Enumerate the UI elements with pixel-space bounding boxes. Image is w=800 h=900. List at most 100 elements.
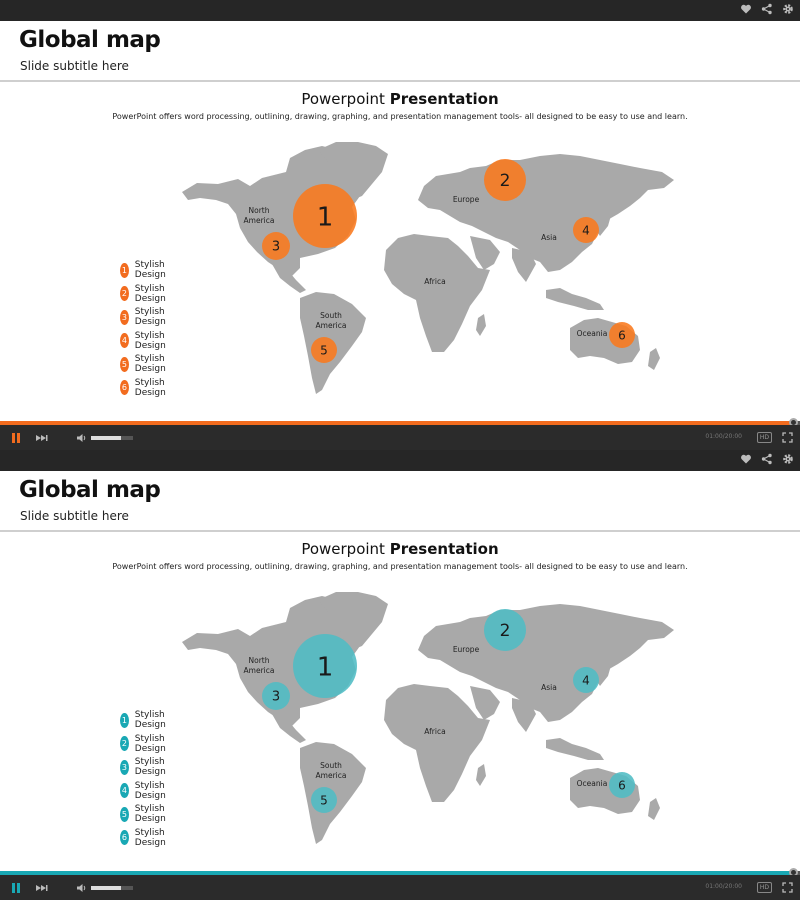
region-label-europe: Europe bbox=[453, 195, 480, 204]
world-map: North America South America Europe Asia Af… bbox=[182, 142, 674, 394]
legend-number-badge: 4 bbox=[120, 333, 129, 348]
map-marker-label: 6 bbox=[618, 328, 626, 342]
region-label-asia: Asia bbox=[541, 683, 557, 692]
continent-africa bbox=[384, 684, 490, 802]
legend-item: 1 Stylish Design bbox=[120, 260, 172, 280]
world-map: North America South America Europe Asia Af… bbox=[182, 592, 674, 844]
landmass-japan bbox=[596, 206, 612, 236]
player-control-bar: 01:00/20:00 HD bbox=[0, 425, 800, 450]
heart-icon[interactable] bbox=[740, 3, 752, 15]
gear-icon[interactable] bbox=[782, 3, 794, 15]
volume-icon bbox=[77, 883, 86, 892]
landmass-greenland bbox=[318, 592, 388, 650]
content-title: Powerpoint Presentation bbox=[301, 90, 499, 108]
volume-slider[interactable] bbox=[91, 885, 133, 890]
share-icon[interactable] bbox=[761, 3, 773, 15]
legend-item: 4 Stylish Design bbox=[120, 780, 172, 801]
legend-item: 1 Stylish Design bbox=[120, 710, 172, 730]
map-marker-label: 4 bbox=[582, 223, 590, 237]
continents bbox=[182, 592, 674, 844]
legend-label: Stylish Design bbox=[134, 757, 166, 777]
landmass-madagascar bbox=[476, 314, 486, 336]
map-marker-label: 5 bbox=[320, 343, 328, 357]
slide-player-teal: Global map Slide subtitle here Powerpoin… bbox=[0, 450, 800, 900]
legend-label: Stylish Design bbox=[134, 307, 166, 327]
map-marker-label: 2 bbox=[500, 171, 511, 191]
legend-item: 5 Stylish Design bbox=[120, 354, 172, 374]
legend-item: 2 Stylish Design bbox=[120, 734, 172, 754]
pause-button[interactable] bbox=[10, 875, 22, 900]
map-marker-label: 3 bbox=[272, 690, 280, 705]
player-control-bar: 01:00/20:00 HD bbox=[0, 875, 800, 900]
region-label-oceania: Oceania bbox=[577, 779, 608, 788]
title-divider bbox=[0, 530, 800, 532]
next-button[interactable] bbox=[35, 425, 49, 450]
legend-item: 4 Stylish Design bbox=[120, 330, 172, 351]
legend-label: Stylish Design bbox=[134, 377, 166, 398]
landmass-indonesia bbox=[546, 738, 604, 760]
map-marker-2 bbox=[484, 159, 526, 201]
slide-title: Global map bbox=[19, 27, 161, 53]
map-marker-5 bbox=[311, 787, 337, 813]
slide-title: Global map bbox=[19, 477, 161, 503]
landmass-central-america bbox=[272, 714, 306, 743]
map-marker-3 bbox=[262, 682, 290, 710]
volume-slider[interactable] bbox=[91, 435, 133, 440]
pause-icon bbox=[12, 432, 20, 443]
legend-label: Stylish Design bbox=[134, 827, 166, 848]
legend-label: Stylish Design bbox=[134, 283, 166, 304]
fullscreen-button[interactable] bbox=[782, 425, 793, 450]
map-marker-6 bbox=[609, 772, 635, 798]
region-label-oceania: Oceania bbox=[577, 329, 608, 338]
map-marker-6 bbox=[609, 322, 635, 348]
volume-control[interactable] bbox=[76, 425, 133, 450]
legend-label: Stylish Design bbox=[134, 780, 166, 801]
legend-label: Stylish Design bbox=[134, 330, 166, 351]
continent-eurasia bbox=[418, 154, 674, 272]
volume-icon bbox=[77, 433, 86, 442]
gear-icon[interactable] bbox=[782, 453, 794, 465]
share-icon[interactable] bbox=[761, 453, 773, 465]
fullscreen-button[interactable] bbox=[782, 875, 793, 900]
legend-number-badge: 3 bbox=[120, 759, 129, 775]
progress-fill bbox=[0, 871, 793, 875]
legend-label: Stylish Design bbox=[134, 710, 166, 730]
map-marker-label: 4 bbox=[582, 673, 590, 687]
continent-africa bbox=[384, 234, 490, 352]
legend-item: 3 Stylish Design bbox=[120, 757, 172, 777]
legend-number-badge: 2 bbox=[120, 736, 129, 751]
legend-number-badge: 5 bbox=[120, 356, 129, 372]
content-title: Powerpoint Presentation bbox=[301, 540, 499, 558]
legend-label: Stylish Design bbox=[134, 260, 166, 280]
pause-button[interactable] bbox=[10, 425, 22, 450]
region-label-asia: Asia bbox=[541, 233, 557, 242]
legend-number-badge: 5 bbox=[120, 806, 129, 822]
region-label-south-america: South America bbox=[316, 311, 347, 330]
legend-number-badge: 2 bbox=[120, 286, 129, 301]
landmass-japan bbox=[596, 656, 612, 686]
map-marker-4 bbox=[573, 667, 599, 693]
legend-label: Stylish Design bbox=[134, 354, 166, 374]
hd-toggle[interactable]: HD bbox=[757, 882, 772, 893]
map-marker-4 bbox=[573, 217, 599, 243]
volume-control[interactable] bbox=[76, 875, 133, 900]
content-description: PowerPoint offers word processing, outli… bbox=[112, 562, 688, 571]
region-label-south-america: South America bbox=[316, 761, 347, 780]
map-marker-2 bbox=[484, 609, 526, 651]
map-marker-label: 6 bbox=[618, 778, 626, 792]
legend-item: 6 Stylish Design bbox=[120, 377, 172, 398]
legend-number-badge: 1 bbox=[120, 262, 129, 278]
progress-fill bbox=[0, 421, 793, 425]
legend-item: 6 Stylish Design bbox=[120, 827, 172, 848]
hd-toggle[interactable]: HD bbox=[757, 432, 772, 443]
map-markers: 1 2 3 4 5 6 bbox=[262, 159, 635, 363]
legend-item: 2 Stylish Design bbox=[120, 283, 172, 304]
legend-number-badge: 1 bbox=[120, 712, 129, 728]
landmass-central-america bbox=[272, 264, 306, 293]
heart-icon[interactable] bbox=[740, 453, 752, 465]
legend-number-badge: 6 bbox=[120, 830, 129, 845]
next-button[interactable] bbox=[35, 875, 49, 900]
region-label-africa: Africa bbox=[424, 727, 445, 736]
map-marker-3 bbox=[262, 232, 290, 260]
map-marker-1 bbox=[293, 184, 357, 248]
